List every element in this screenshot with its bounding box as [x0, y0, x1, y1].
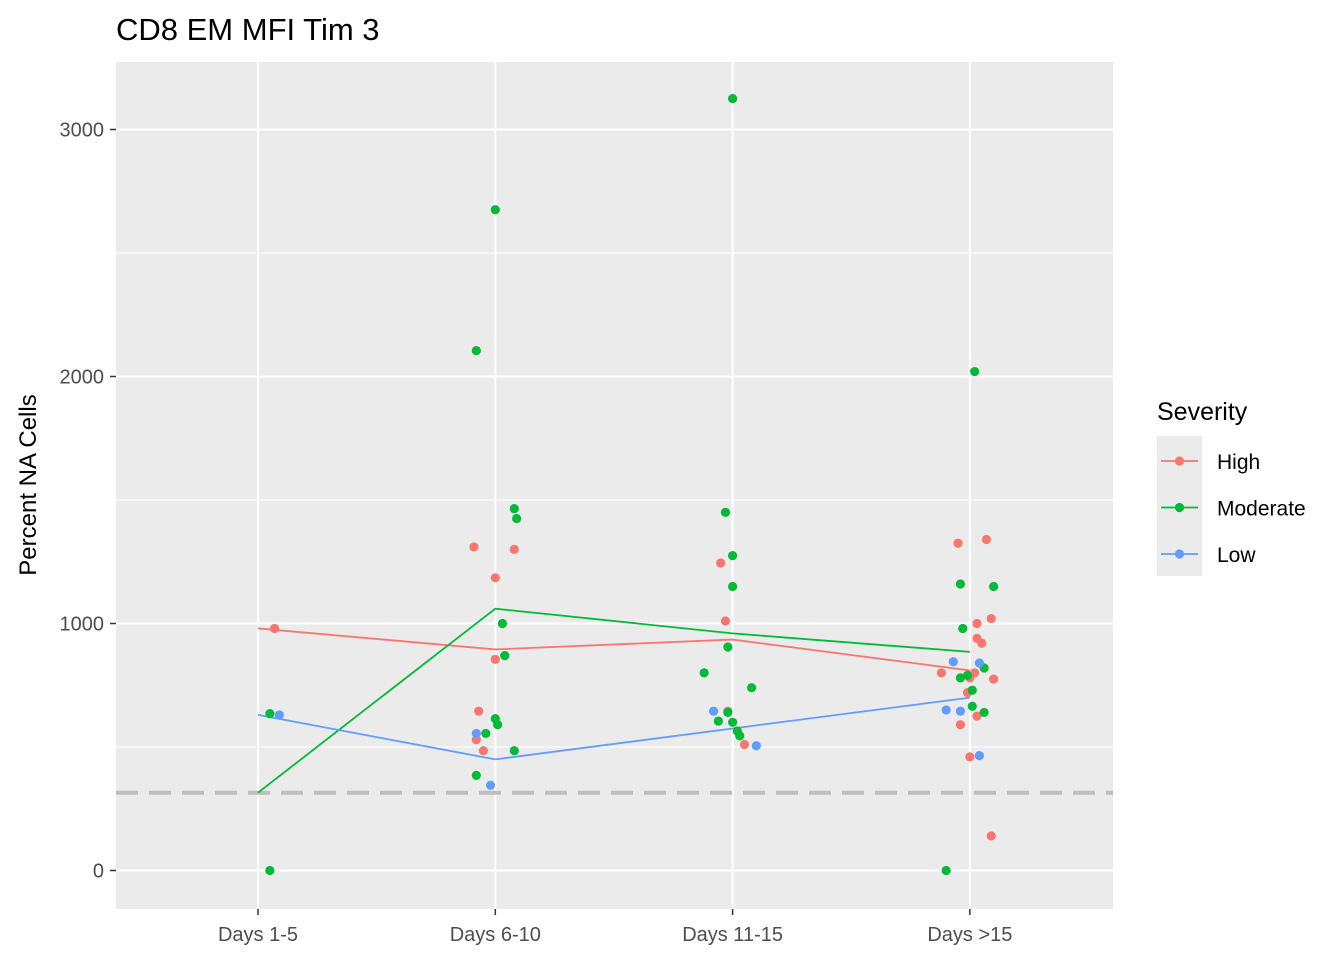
plot-panel — [116, 62, 1113, 909]
data-point-high — [953, 538, 963, 548]
data-point-moderate — [720, 507, 731, 517]
legend-key-point — [1174, 456, 1185, 466]
data-point-moderate — [490, 205, 500, 215]
major-gridlines — [116, 62, 1113, 909]
x-tick-label: Days 6-10 — [450, 924, 541, 946]
legend: Severity High Moderate Low — [1157, 398, 1306, 576]
legend-key-point — [1174, 502, 1185, 513]
data-point-low — [471, 728, 481, 739]
data-point-high — [936, 668, 947, 678]
data-point-high — [986, 831, 996, 841]
data-point-moderate — [955, 579, 966, 589]
y-axis: 0 1000 2000 3000 — [60, 120, 116, 883]
data-point-high — [981, 534, 992, 545]
data-point-moderate — [958, 623, 968, 634]
data-point-low — [974, 751, 984, 761]
data-point-high — [972, 711, 982, 721]
data-point-moderate — [970, 366, 980, 377]
legend-label-moderate: Moderate — [1217, 498, 1306, 521]
data-point-moderate — [512, 513, 522, 524]
data-point-low — [274, 710, 284, 720]
legend-label-high: High — [1217, 451, 1260, 474]
data-point-high — [490, 573, 500, 583]
data-point-low — [948, 657, 958, 667]
data-point-moderate — [723, 642, 733, 652]
data-point-moderate — [962, 670, 973, 680]
x-tick-label: Days >15 — [927, 924, 1012, 946]
data-point-low — [709, 706, 719, 716]
data-point-moderate — [509, 504, 519, 514]
data-point-low — [485, 780, 496, 790]
data-point-high — [965, 752, 975, 762]
y-axis-title: Percent NA Cells — [15, 394, 42, 575]
data-point-moderate — [967, 701, 977, 711]
data-point-moderate — [500, 651, 510, 661]
data-point-high — [490, 654, 500, 664]
data-point-moderate — [989, 581, 999, 592]
y-tick-label: 3000 — [60, 120, 105, 142]
data-point-low — [955, 706, 966, 716]
data-point-moderate — [735, 731, 745, 741]
data-point-low — [751, 741, 761, 751]
data-point-moderate — [471, 345, 481, 356]
data-point-high — [970, 668, 980, 678]
x-tick-label: Days 11-15 — [682, 924, 783, 946]
trend-line-high — [257, 627, 971, 672]
x-tick-label: Days 1-5 — [218, 924, 298, 946]
trend-line-low — [257, 696, 971, 761]
data-point-moderate — [471, 770, 481, 781]
data-point-moderate — [955, 673, 966, 683]
data-point-high — [739, 739, 750, 750]
data-point-moderate — [746, 683, 757, 693]
trend-line-moderate — [257, 607, 970, 794]
data-points — [265, 94, 999, 876]
data-point-moderate — [728, 717, 738, 727]
x-axis: Days 1-5 Days 6-10 Days 11-15 Days >15 — [218, 909, 1012, 946]
data-point-moderate — [509, 746, 519, 756]
data-point-high — [955, 720, 966, 730]
minor-gridlines — [116, 252, 1113, 748]
trend-lines — [257, 607, 971, 794]
y-tick-label: 1000 — [60, 614, 105, 636]
data-point-moderate — [713, 716, 723, 726]
legend-key-point — [1174, 549, 1185, 559]
data-point-high — [977, 638, 987, 648]
data-point-moderate — [497, 618, 508, 629]
data-point-high — [986, 613, 996, 624]
y-tick-label: 0 — [93, 861, 104, 883]
data-point-moderate — [265, 865, 275, 876]
data-point-moderate — [728, 94, 738, 104]
data-point-moderate — [699, 668, 709, 678]
y-tick-label: 2000 — [60, 367, 105, 389]
data-point-moderate — [493, 720, 503, 730]
data-point-moderate — [723, 707, 733, 718]
data-point-moderate — [728, 550, 738, 561]
data-point-moderate — [481, 728, 491, 739]
data-point-high — [270, 623, 280, 634]
data-point-high — [720, 616, 731, 626]
data-point-high — [509, 544, 519, 555]
chart-title: CD8 EM MFI Tim 3 — [116, 12, 380, 47]
data-point-moderate — [941, 865, 951, 876]
data-point-high — [478, 746, 489, 756]
legend-label-low: Low — [1217, 544, 1256, 567]
data-point-low — [974, 658, 984, 668]
legend-title: Severity — [1157, 398, 1248, 426]
data-point-high — [716, 558, 726, 568]
data-point-moderate — [979, 707, 989, 718]
data-point-moderate — [265, 709, 275, 719]
data-point-high — [989, 674, 999, 684]
data-point-low — [941, 705, 951, 715]
data-point-high — [972, 618, 982, 629]
data-point-high — [469, 542, 479, 552]
data-point-moderate — [728, 581, 738, 592]
data-point-high — [474, 706, 484, 716]
data-point-moderate — [967, 685, 977, 695]
